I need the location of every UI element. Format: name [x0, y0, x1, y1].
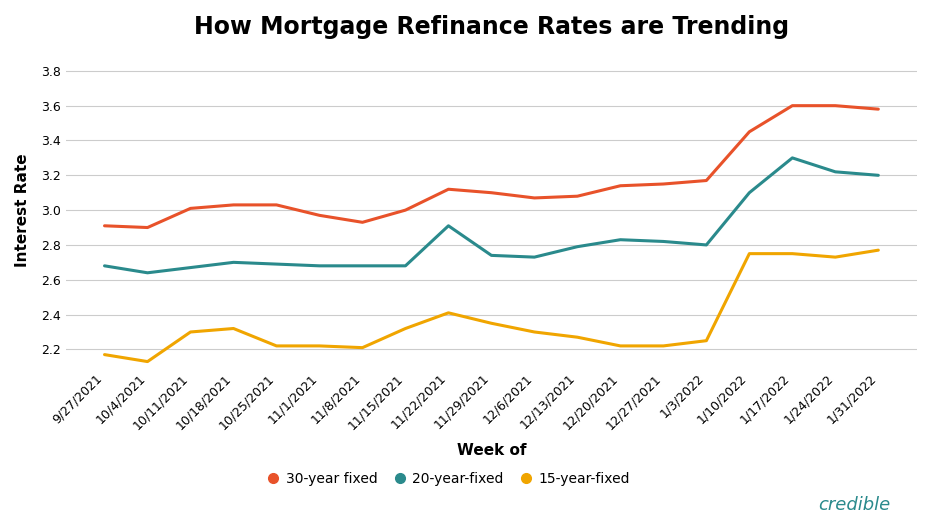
Y-axis label: Interest Rate: Interest Rate — [15, 154, 30, 267]
Text: credible: credible — [817, 496, 890, 514]
X-axis label: Week of: Week of — [457, 443, 527, 458]
Title: How Mortgage Refinance Rates are Trending: How Mortgage Refinance Rates are Trendin… — [194, 15, 789, 39]
Legend: 30-year fixed, 20-year-fixed, 15-year-fixed: 30-year fixed, 20-year-fixed, 15-year-fi… — [262, 466, 636, 492]
